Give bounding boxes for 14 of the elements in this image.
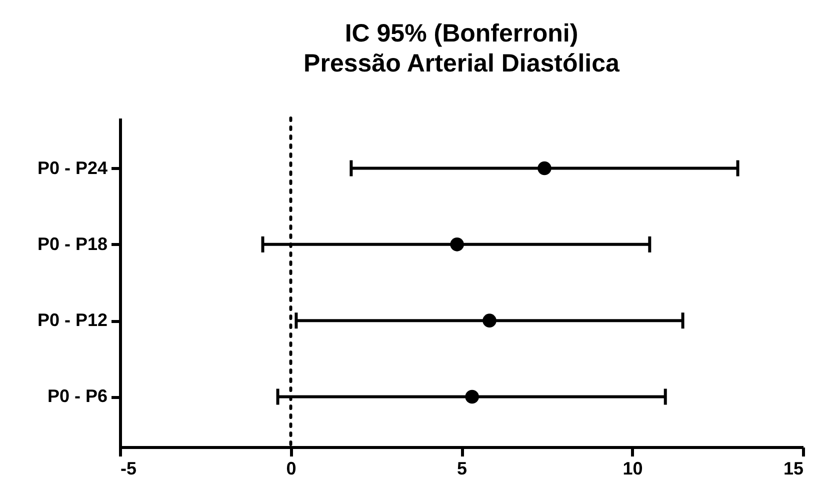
y-tick-label: P0 - P18 — [37, 234, 108, 254]
point — [538, 161, 552, 176]
chart-title: IC 95% (Bonferroni) Pressão Arterial Diastólica — [304, 20, 621, 78]
x-tick-label: 0 — [286, 458, 296, 478]
point — [465, 390, 479, 404]
x-tick-label: -5 — [120, 458, 137, 478]
point — [450, 238, 464, 252]
x-tick-label: 5 — [456, 458, 468, 478]
y-tick-label: P0 - P12 — [37, 310, 108, 330]
point — [482, 314, 496, 328]
y-tick-label: P0 - P24 — [37, 158, 108, 178]
x-tick-label: 10 — [622, 458, 643, 478]
x-tick-label: 15 — [783, 458, 804, 478]
y-tick-label: P0 - P6 — [47, 386, 108, 406]
